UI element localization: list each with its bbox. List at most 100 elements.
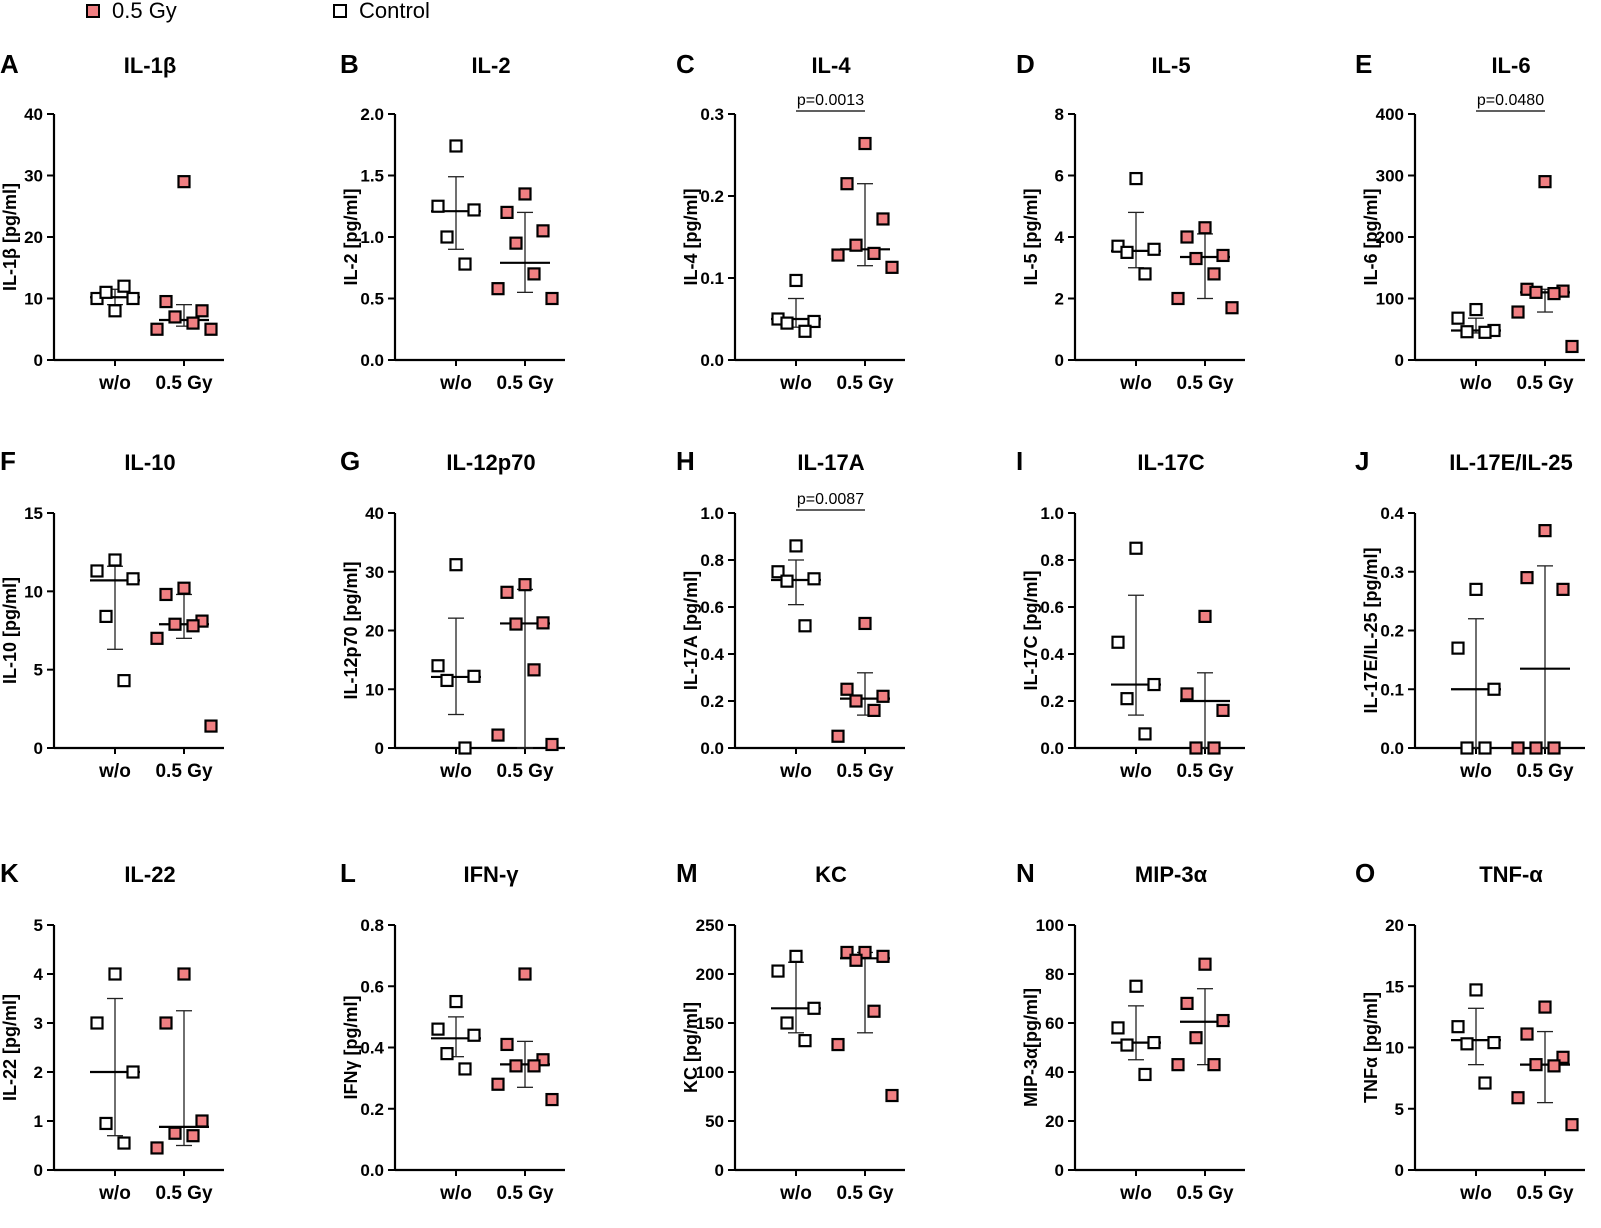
treated-point	[867, 703, 881, 718]
control-point	[440, 230, 454, 244]
control-point	[780, 316, 794, 330]
treated-point	[177, 175, 191, 189]
y-tick-label: 0	[1055, 351, 1064, 370]
treated-point	[1538, 524, 1552, 538]
treated-point	[1180, 230, 1194, 244]
y-tick-label: 20	[1045, 1112, 1064, 1131]
x-tick-label: w/o	[98, 761, 131, 782]
panel-a: A IL-1β 0 10 20 30 40 IL-1β [pg/ml] w/o 0.5 Gy	[0, 49, 224, 394]
y-tick-label: 40	[24, 105, 43, 124]
treated-point	[509, 1059, 523, 1073]
x-tick-label: w/o	[439, 373, 472, 394]
treated-point	[858, 136, 872, 151]
control-point	[1147, 242, 1161, 256]
y-tick-label: 0.2	[700, 187, 724, 206]
x-tick-label: 0.5 Gy	[1176, 761, 1233, 782]
panel-k: K IL-22 0 1 2 3 4 5 IL-22 [pg/ml] w/o 0.5 Gy	[0, 858, 224, 1204]
y-tick-label: 15	[24, 504, 43, 523]
x-tick-label: w/o	[1119, 1183, 1152, 1204]
panel-j: J IL-17E/IL-25 0.0 0.1 0.2 0.3 0.4 IL-17E/IL-25…	[1355, 446, 1585, 782]
panel-i: I IL-17C 0.0 0.2 0.4 0.6 0.8 1.0 IL-17C [pg/ml] w…	[1016, 446, 1245, 782]
treated-point	[1547, 741, 1561, 755]
treated-point	[536, 616, 550, 630]
treated-swatch-icon	[86, 4, 100, 18]
y-tick-label: 0.2	[1380, 622, 1404, 641]
treated-point	[536, 224, 550, 238]
control-point	[798, 1034, 812, 1048]
control-point	[1469, 983, 1483, 997]
control-point	[789, 539, 803, 553]
treated-point	[1538, 1000, 1552, 1014]
panel-letter: G	[340, 446, 360, 476]
y-tick-label: 0.8	[1040, 551, 1064, 570]
treated-point	[840, 945, 854, 960]
treated-point	[527, 1059, 541, 1073]
y-tick-label: 0	[1395, 1161, 1404, 1180]
control-point	[431, 659, 445, 673]
treated-point	[1180, 996, 1194, 1011]
y-tick-label: 10	[24, 290, 43, 309]
control-point	[117, 279, 131, 293]
control-point	[467, 203, 481, 217]
treated-point	[1207, 741, 1221, 755]
control-point	[90, 1016, 104, 1030]
treated-point	[1189, 741, 1203, 755]
y-axis-label: IL-6 [pg/ml]	[1361, 189, 1381, 286]
panel-title: IL-22	[124, 862, 175, 887]
control-point	[798, 324, 812, 338]
y-tick-label: 0.0	[1380, 739, 1404, 758]
treated-point	[204, 322, 218, 336]
control-point	[1147, 1035, 1161, 1050]
x-tick-label: 0.5 Gy	[496, 373, 553, 394]
treated-point	[1180, 687, 1194, 701]
treated-point	[1225, 301, 1239, 315]
control-point	[789, 273, 803, 288]
control-point	[1129, 171, 1143, 186]
y-tick-label: 0.2	[360, 1100, 384, 1119]
x-tick-label: w/o	[779, 373, 812, 394]
treated-point	[491, 282, 505, 296]
treated-point	[168, 310, 182, 324]
panel-letter: C	[676, 49, 695, 79]
treated-point	[1565, 1118, 1579, 1132]
treated-point	[177, 581, 191, 595]
panel-c: C IL-4 0.0 0.1 0.2 0.3 IL-4 [pg/ml] w/o 0.5 Gy p=…	[676, 49, 905, 394]
y-tick-label: 0.2	[700, 692, 724, 711]
panel-title: IL-6	[1491, 53, 1530, 78]
panel-letter: O	[1355, 858, 1375, 888]
control-point	[467, 1028, 481, 1042]
panel-g: G IL-12p70 0 10 20 30 40 IL-12p70 [pg/ml] w/o 0.5…	[340, 446, 565, 782]
treated-point	[1529, 741, 1543, 755]
p-value-label: p=0.0480	[1477, 92, 1544, 109]
x-tick-label: 0.5 Gy	[155, 1183, 212, 1204]
treated-point	[1216, 1013, 1230, 1028]
control-point	[440, 673, 454, 688]
y-tick-label: 3	[34, 1014, 43, 1033]
legend-label-treated: 0.5 Gy	[112, 0, 177, 23]
panel-title: IL-17E/IL-25	[1449, 450, 1572, 475]
control-point	[108, 304, 122, 318]
panel-f: F IL-10 0 5 10 15 IL-10 [pg/ml] w/o 0.5 Gy	[0, 446, 224, 782]
y-axis-label: KC [pg/ml]	[681, 1002, 701, 1093]
control-point	[1460, 325, 1474, 339]
panel-letter: I	[1016, 446, 1023, 476]
y-tick-label: 0.6	[360, 977, 384, 996]
x-tick-label: 0.5 Gy	[1176, 373, 1233, 394]
panel-title: IL-12p70	[446, 450, 535, 475]
y-tick-label: 200	[696, 965, 724, 984]
control-point	[771, 964, 785, 978]
x-tick-label: 0.5 Gy	[1176, 1183, 1233, 1204]
treated-point	[1556, 582, 1570, 596]
treated-point	[840, 177, 854, 191]
treated-point	[867, 1004, 881, 1018]
y-tick-label: 2	[34, 1063, 43, 1082]
panel-letter: J	[1355, 446, 1369, 476]
control-point	[126, 1065, 140, 1079]
y-tick-label: 0	[34, 351, 43, 370]
treated-point	[840, 682, 854, 696]
y-tick-label: 0.1	[700, 269, 724, 288]
y-tick-label: 1.0	[360, 228, 384, 247]
y-tick-label: 400	[1376, 105, 1404, 124]
y-tick-label: 30	[24, 167, 43, 186]
panel-letter: M	[676, 858, 698, 888]
